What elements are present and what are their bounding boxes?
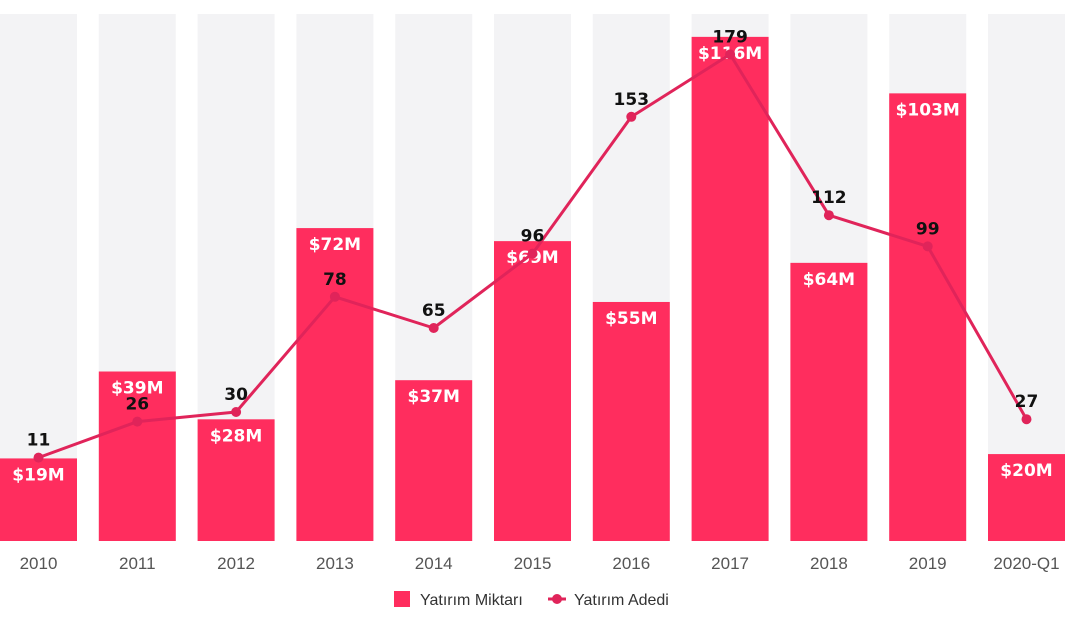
deal-count-point[interactable] [527,248,538,259]
deal-count-point[interactable] [823,210,834,221]
bar-value-label: $37M [407,387,459,407]
x-tick-label: 2017 [711,554,749,573]
background-column [988,14,1065,541]
bar-2013[interactable] [296,228,374,541]
bar-value-label: $28M [210,426,262,446]
deal-count-label: 99 [916,219,940,239]
bar-2017[interactable] [691,36,769,541]
deal-count-label: 30 [224,385,248,405]
x-tick-label: 2019 [909,554,947,573]
x-tick-label: 2014 [415,554,453,573]
deal-count-point[interactable] [725,49,736,60]
deal-count-point[interactable] [428,323,439,333]
deal-count-label: 78 [323,270,347,290]
deal-count-point[interactable] [1021,414,1032,425]
bar-2012[interactable] [197,419,275,541]
bar-2011[interactable] [98,371,176,541]
deal-count-label: 179 [712,27,748,47]
deal-count-point[interactable] [33,452,44,463]
x-tick-label: 2015 [514,554,552,573]
deal-count-label: 26 [125,395,149,415]
x-tick-label: 2013 [316,554,354,573]
bar-value-label: $55M [605,309,657,329]
deal-count-point[interactable] [132,416,143,427]
bar-value-label: $103M [896,100,960,120]
bar-2020-Q1[interactable] [988,454,1065,541]
deal-count-point[interactable] [231,407,242,417]
legend-swatch-marker [552,594,562,604]
deal-count-point[interactable] [922,241,933,252]
legend-swatch-bar [394,591,410,607]
bar-value-label: $64M [803,270,855,290]
deal-count-point[interactable] [626,111,637,122]
x-tick-label: 2012 [217,554,255,573]
bar-value-label: $72M [309,235,361,255]
deal-count-label: 11 [27,431,51,451]
deal-count-label: 112 [811,188,847,208]
legend-label-line: Yatırım Adedi [574,592,669,609]
x-tick-label: 2018 [810,554,848,573]
deal-count-label: 65 [422,301,446,321]
bar-2014[interactable] [395,380,473,541]
legend-label-bar: Yatırım Miktarı [420,592,523,609]
x-tick-label: 2011 [119,554,156,573]
bar-value-label: $20M [1000,461,1052,481]
deal-count-label: 96 [521,227,545,247]
x-tick-label: 2010 [20,554,58,573]
bar-2010[interactable] [0,458,77,541]
x-tick-label: 2020-Q1 [993,554,1059,573]
deal-count-label: 153 [614,90,650,110]
deal-count-point[interactable] [329,291,340,302]
bar-2018[interactable] [790,262,868,541]
deal-count-label: 27 [1015,392,1039,412]
bar-value-label: $19M [12,465,64,485]
bar-value-label: $39M [111,379,163,399]
bar-2015[interactable] [494,241,571,541]
x-tick-label: 2016 [612,554,650,573]
bar-2019[interactable] [889,93,967,541]
bar-2016[interactable] [592,301,670,541]
